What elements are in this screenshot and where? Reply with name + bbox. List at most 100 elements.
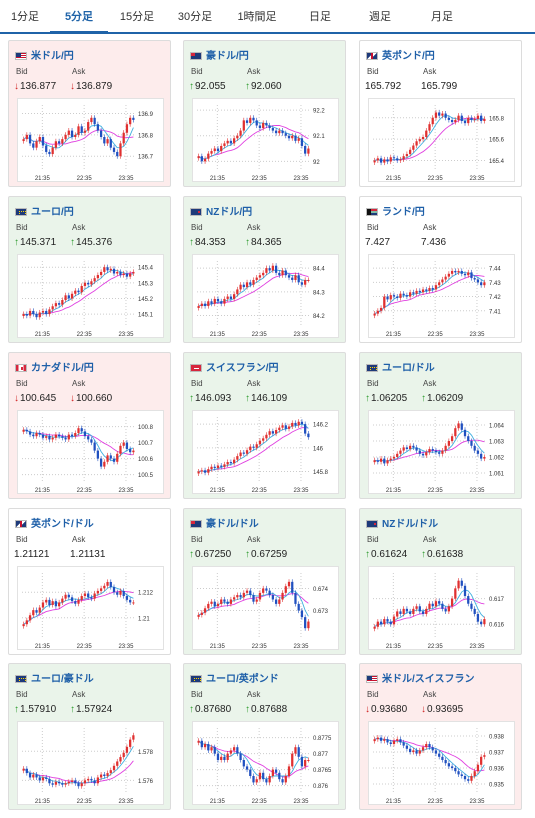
candle [116,269,119,277]
candle [122,588,125,599]
candle [271,428,275,437]
rate-card[interactable]: 英ポンド/円 Bid Ask 165.792 165.799 165.8 165.6 165.… [359,40,522,187]
candle [223,754,226,763]
candle [294,420,297,428]
rate-card[interactable]: NZドル/ドル Bid Ask ↑0.61624 ↑0.61638 0.617 0.616 2… [359,508,522,655]
rate-card[interactable]: 米ドル/スイスフラン Bid Ask ↓0.93680 ↓0.93695 0.938 0.9… [359,663,522,810]
candle [444,757,447,766]
pair-title[interactable]: ユーロ/豪ドル [15,670,166,684]
rate-card[interactable]: ユーロ/円 Bid Ask ↑145.371 ↑145.376 145.4 145.3 145… [8,196,171,343]
candle [93,440,96,454]
candle-body [99,271,103,276]
candle-body [207,153,210,159]
pair-name: ユーロ/ドル [382,363,435,373]
mini-chart[interactable]: 1.212 1.21 21:35 22:35 23:35 [17,566,164,650]
bid-value-text: 0.93680 [371,704,408,715]
candle [480,619,483,627]
pair-title[interactable]: NZドル/ドル [366,515,517,529]
candle [197,153,200,161]
candle [200,738,203,750]
mini-chart[interactable]: 0.938 0.937 0.936 0.935 21:35 22:35 23:35 [368,721,515,805]
mini-chart[interactable]: 0.674 0.673 21:35 22:35 23:35 [192,566,339,650]
flag-icon [190,675,202,684]
mini-chart[interactable]: 0.8775 0.877 0.8765 0.876 21:35 22:35 23:35 [192,721,339,805]
pair-title[interactable]: スイスフラン/円 [190,359,341,373]
candle-body [41,602,45,608]
candle-body [67,594,70,598]
rate-card[interactable]: 英ポンド/ドル Bid Ask 1.21121 1.21131 1.212 1.21 21:3… [8,508,171,655]
mini-chart[interactable]: 1.578 1.576 21:35 22:35 23:35 [17,721,164,805]
candle [399,291,402,301]
candle [99,269,103,278]
candle-body [392,616,396,625]
mini-chart[interactable]: 136.9 136.8 136.7 21:35 22:35 23:35 [17,98,164,182]
candle-body [389,295,392,300]
rate-card[interactable]: ユーロ/豪ドル Bid Ask ↑1.57910 ↑1.57924 1.578 1.576 2… [8,663,171,810]
pair-title[interactable]: ユーロ/円 [15,203,166,217]
arrow-up-icon: ↑ [189,549,194,560]
pair-title[interactable]: 英ポンド/ドル [15,515,166,529]
arrow-up-icon: ↑ [70,704,75,715]
mini-chart[interactable]: 7.44 7.43 7.42 7.41 21:35 22:35 23:35 [368,254,515,338]
tab-5[interactable]: 日足 [309,11,331,23]
rate-card[interactable]: カナダドル/円 Bid Ask ↓100.645 ↓100.660 100.8 100.7 1… [8,352,171,499]
candle-body [87,593,90,598]
pair-title[interactable]: ユーロ/ドル [366,359,517,373]
tab-2[interactable]: 15分足 [119,11,155,23]
mini-chart[interactable]: 0.617 0.616 21:35 22:35 23:35 [368,566,515,650]
tab-4[interactable]: 1時間足 [237,11,277,23]
pair-title[interactable]: ユーロ/英ポンド [190,670,341,684]
candle [262,585,265,596]
candle-body [431,747,434,751]
candle [476,113,480,122]
candle [438,751,441,760]
mini-chart[interactable]: 100.8 100.7 100.6 100.5 21:35 22:35 23:35 [17,410,164,494]
pair-title[interactable]: カナダドル/円 [15,359,166,373]
pair-title[interactable]: 豪ドル/円 [190,47,341,61]
mini-chart[interactable]: 146.2 146 145.8 21:35 22:35 23:35 [192,410,339,494]
candle [38,774,41,783]
bid-label: Bid [16,223,28,232]
rate-card[interactable]: スイスフラン/円 Bid Ask ↑146.093 ↑146.109 146.2 146 14… [183,352,346,499]
y-tick-label: 7.41 [489,309,501,315]
x-tick-label: 23:35 [469,799,485,805]
mini-chart[interactable]: 84.4 84.3 84.2 21:35 22:35 23:35 [192,254,339,338]
candle-body [48,309,51,315]
pair-title[interactable]: 英ポンド/円 [366,47,517,61]
candle-body [376,158,379,161]
mini-chart[interactable]: 165.8 165.6 165.4 21:35 22:35 23:35 [368,98,515,182]
x-tick-label: 23:35 [469,176,485,182]
tab-6[interactable]: 週足 [369,11,391,23]
ask-value: ↑0.87688 [245,704,287,715]
rate-card[interactable]: 米ドル/円 Bid Ask ↓136.877 ↓136.879 136.9 136.8 136… [8,40,171,187]
tab-7[interactable]: 月足 [431,11,453,23]
bid-value: ↑146.093 [189,393,231,404]
candle-body [112,147,116,152]
tab-0[interactable]: 1分足 [10,11,40,23]
mini-chart[interactable]: 1.064 1.063 1.062 1.061 21:35 22:35 23:35 [368,410,515,494]
candle [64,435,67,442]
candle-body [229,140,233,144]
rate-card[interactable]: NZドル/円 Bid Ask ↑84.353 ↑84.365 84.4 84.3 84.2 21… [183,196,346,343]
pair-title[interactable]: 米ドル/スイスフラン [366,670,517,684]
tab-1[interactable]: 5分足 [50,0,108,34]
mini-chart[interactable]: 145.4 145.3 145.2 145.1 21:35 22:35 23:35 [17,254,164,338]
pair-title[interactable]: ランド/円 [366,203,517,217]
rate-card[interactable]: ユーロ/英ポンド Bid Ask ↑0.87680 ↑0.87688 0.8775 0.87… [183,663,346,810]
rate-card[interactable]: ランド/円 Bid Ask 7.427 7.436 7.44 7.43 7.42 7.41 21:… [359,196,522,343]
pair-title[interactable]: 豪ドル/ドル [190,515,341,529]
candle-body [297,275,300,283]
pair-title[interactable]: NZドル/円 [190,203,341,217]
candle-body [70,780,74,782]
x-tick-label: 23:35 [469,332,485,338]
rate-card[interactable]: 豪ドル/円 Bid Ask ↑92.055 ↑92.060 92.2 92.1 92 21:35… [183,40,346,187]
mini-chart[interactable]: 92.2 92.1 92 21:35 22:35 23:35 [192,98,339,182]
candle [470,438,473,449]
pair-title[interactable]: 米ドル/円 [15,47,166,61]
candle-body [232,597,236,600]
candle [45,597,48,605]
rate-card[interactable]: ユーロ/ドル Bid Ask ↑1.06205 ↑1.06209 1.064 1.063 1.… [359,352,522,499]
candle [35,607,38,616]
rate-card[interactable]: 豪ドル/ドル Bid Ask ↑0.67250 ↑0.67259 0.674 0.673 21… [183,508,346,655]
tab-3[interactable]: 30分足 [177,11,213,23]
